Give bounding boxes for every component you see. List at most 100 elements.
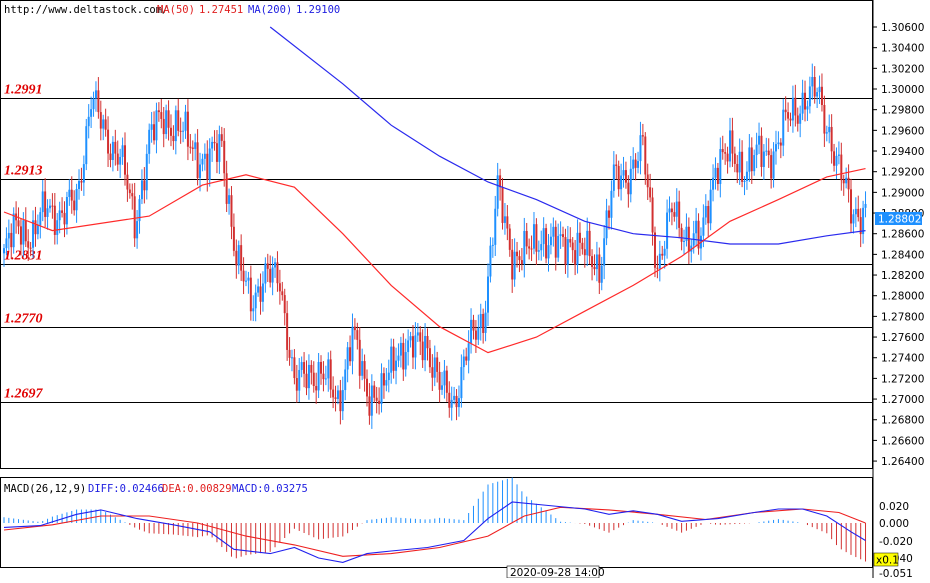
candle-body <box>653 232 656 268</box>
candle-body <box>511 249 514 280</box>
candle-body <box>353 326 356 331</box>
candle-body <box>78 180 81 190</box>
candle-body <box>506 216 509 229</box>
candle-body <box>201 158 204 165</box>
candle-body <box>184 111 187 131</box>
candle-body <box>322 373 325 380</box>
candle-body <box>114 141 117 154</box>
candle-body <box>823 105 826 134</box>
candle-body <box>249 277 252 312</box>
candle-body <box>641 135 644 137</box>
candle-body <box>51 205 54 207</box>
candle-body <box>34 220 37 235</box>
candle-body <box>85 126 88 165</box>
candle-body <box>726 153 729 162</box>
candle-body <box>857 208 860 218</box>
candle-body <box>632 159 635 169</box>
candle-body <box>363 361 366 379</box>
price-tick-10: 1.28600 <box>881 229 924 241</box>
candle-body <box>453 395 456 400</box>
candle-body <box>765 150 768 152</box>
candle-body <box>73 200 76 211</box>
candle-body <box>528 246 531 249</box>
candle-body <box>257 286 260 293</box>
price-tick-3: 1.30000 <box>881 84 924 96</box>
candle-body <box>724 152 727 154</box>
candle-body <box>392 346 395 371</box>
candle-body <box>595 254 598 270</box>
candle-body <box>661 253 664 256</box>
candle-body <box>850 189 852 224</box>
candle-body <box>683 240 686 242</box>
candle-body <box>225 173 228 204</box>
candle-body <box>293 357 296 379</box>
price-tick-11: 1.28400 <box>881 249 924 261</box>
candle-body <box>346 347 349 370</box>
candle-body <box>854 208 857 215</box>
candle-body <box>27 241 30 248</box>
price-tick-7: 1.29200 <box>881 167 924 179</box>
candle-body <box>615 164 618 167</box>
price-tick-18: 1.27000 <box>881 394 924 406</box>
candle-body <box>361 361 364 376</box>
candle-body <box>808 86 811 107</box>
candle-body <box>733 153 736 164</box>
candle-body <box>254 292 257 309</box>
site-url[interactable]: http://www.deltastock.com/ <box>4 4 168 16</box>
candle-body <box>448 392 451 408</box>
candle-body <box>148 129 151 154</box>
candle-body <box>80 180 83 183</box>
candle-body <box>603 238 606 266</box>
candle-body <box>370 385 373 416</box>
candle-body <box>90 109 93 117</box>
candle-body <box>605 210 608 239</box>
candle-body <box>721 149 724 153</box>
candle-body <box>624 170 627 183</box>
candle-body <box>745 171 748 181</box>
candle-body <box>685 226 688 241</box>
candle-body <box>215 143 218 162</box>
candle-body <box>278 283 281 292</box>
candle-body <box>845 177 848 184</box>
level-label-1: 1.2913 <box>4 164 43 179</box>
candle-body <box>813 77 816 97</box>
candle-body <box>380 373 383 405</box>
zoom-label[interactable]: x0.1 <box>876 555 899 567</box>
candle-body <box>540 244 543 251</box>
candle-body <box>223 140 226 174</box>
candle-body <box>591 256 594 267</box>
macd-tick-2: -0.020 <box>879 536 913 548</box>
candle-body <box>276 262 279 284</box>
candle-body <box>295 378 298 391</box>
candle-body <box>378 400 381 405</box>
candle-body <box>433 357 436 378</box>
candle-body <box>92 98 95 110</box>
candle-body <box>862 207 865 235</box>
zoom-badge[interactable] <box>873 552 899 567</box>
candle-body <box>12 213 15 248</box>
price-tick-5: 1.29600 <box>881 125 924 137</box>
macd-tick-0: 0.020 <box>879 501 909 513</box>
candle-body <box>467 343 470 361</box>
candle-body <box>794 97 797 116</box>
candle-body <box>748 147 751 172</box>
candle-body <box>155 110 158 141</box>
candle-body <box>288 349 291 358</box>
candle-body <box>133 196 136 239</box>
candle-body <box>496 175 499 209</box>
candle-body <box>46 208 49 217</box>
candle-body <box>535 224 538 252</box>
candle-body <box>290 357 293 359</box>
price-tick-19: 1.26800 <box>881 415 924 427</box>
candle-body <box>523 230 526 265</box>
candle-body <box>213 141 216 144</box>
candle-body <box>179 130 182 132</box>
candle-body <box>329 359 332 390</box>
candle-body <box>203 153 206 159</box>
candle-body <box>332 389 335 398</box>
candle-body <box>63 212 66 225</box>
candle-body <box>741 151 744 182</box>
candle-body <box>169 127 172 136</box>
candle-body <box>174 110 177 142</box>
